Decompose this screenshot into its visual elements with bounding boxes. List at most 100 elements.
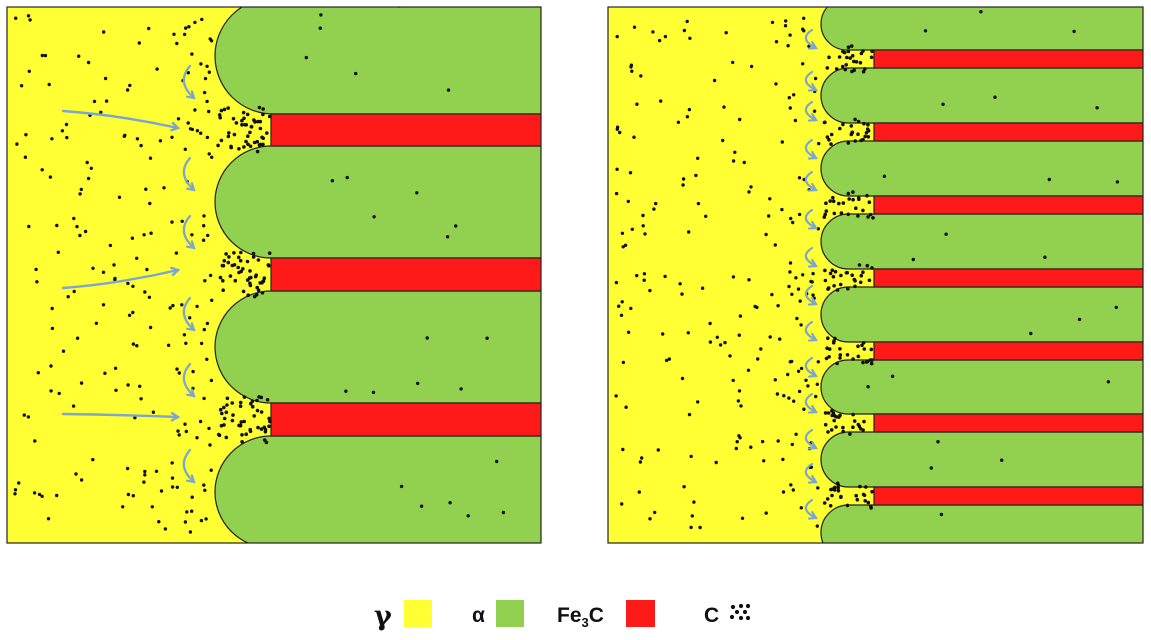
carbon-atom [255, 398, 259, 403]
carbon-atom [740, 516, 745, 520]
carbon-atom [459, 387, 463, 391]
carbon-atom [635, 273, 639, 278]
carbon-atom [664, 358, 669, 363]
carbon-atom [248, 427, 252, 432]
carbon-atom [826, 411, 831, 415]
carbon-atom [201, 238, 206, 242]
carbon-atom [416, 381, 420, 386]
carbon-atom [829, 487, 833, 492]
carbon-atom [159, 489, 164, 493]
carbon-atom [43, 53, 48, 58]
arrowhead [807, 368, 818, 378]
panel-border [607, 6, 1144, 544]
carbon-atom [371, 390, 376, 395]
carbon-atom [182, 333, 187, 337]
carbon-atom [127, 313, 132, 317]
carbon-atom [837, 201, 841, 206]
diffusion-arrow-curved [804, 356, 818, 378]
carbon-atom [226, 260, 231, 265]
diffusion-arrows [804, 28, 818, 520]
carbon-atom [154, 469, 159, 473]
carbon-atom [788, 261, 793, 265]
carbon-atom [715, 335, 719, 339]
carbon-atom [776, 304, 780, 308]
carbon-atom [126, 492, 131, 497]
carbon-atom [656, 448, 660, 452]
carbon-atom [787, 96, 791, 100]
diffusion-arrows [61, 64, 196, 484]
carbon-atom [205, 64, 209, 69]
carbon-atom [861, 492, 866, 497]
carbon-atom [190, 509, 194, 513]
carbon-atom [789, 216, 793, 221]
carbon-atom [838, 353, 843, 357]
arrowhead [807, 332, 818, 342]
carbon-atom [216, 432, 221, 437]
ferrite-plate [820, 67, 1143, 124]
carbon-atom [802, 407, 806, 411]
carbon-atom [103, 76, 108, 81]
carbon-atom [259, 395, 264, 400]
carbon-atom [128, 83, 132, 88]
carbon-atom [790, 292, 794, 296]
carbon-atom [993, 95, 997, 99]
carbon-atom [793, 118, 798, 123]
carbon-atom [199, 131, 203, 135]
carbon-atom [15, 142, 19, 146]
carbon-atom [830, 268, 835, 273]
cementite-plate [873, 413, 1143, 433]
carbon-atom [813, 76, 818, 81]
carbon-atom [854, 60, 859, 64]
carbon-atom [620, 231, 625, 235]
carbon-atom [19, 84, 24, 88]
carbon-atom [227, 131, 231, 135]
carbon-atom [13, 488, 18, 492]
carbon-atom [221, 278, 225, 283]
carbon-atom [239, 269, 243, 274]
carbon-atom [123, 133, 127, 137]
carbon-atom [501, 510, 506, 515]
carbon-atom [681, 177, 686, 181]
carbon-atom [632, 135, 636, 139]
carbon-atom [218, 115, 222, 120]
cementite-plate [270, 402, 541, 437]
carbon-atom [198, 419, 203, 424]
carbon-atom [939, 512, 944, 517]
carbon-atom [794, 432, 798, 436]
arrowhead [807, 220, 818, 230]
carbon-atom [790, 442, 794, 447]
diffusion-arrow-long [61, 109, 180, 130]
carbon-atom [853, 279, 857, 283]
carbon-atom [775, 392, 780, 396]
cementite-plate [873, 122, 1143, 142]
carbon-atom [698, 525, 702, 530]
carbon-atom [708, 340, 713, 344]
carbon-atom [681, 183, 685, 187]
arrowhead [186, 388, 196, 398]
carbon-atom [345, 175, 349, 180]
carbon-atom [216, 143, 220, 148]
arrowhead [186, 240, 196, 250]
carbon-atom [856, 422, 861, 427]
carbon-atom [257, 143, 262, 147]
carbon-atom [248, 269, 252, 273]
carbon-atom [642, 272, 647, 276]
carbon-atom [809, 279, 813, 284]
carbon-atom [251, 255, 256, 259]
arrowhead [170, 411, 181, 422]
ferrite-plate [820, 504, 1143, 543]
carbon-atom [782, 394, 786, 398]
carbon-atom [85, 160, 89, 165]
carbon-atom [851, 357, 855, 361]
carbon-atom [798, 299, 802, 303]
carbon-atom [830, 493, 834, 498]
carbon-atom [79, 187, 84, 192]
diffusion-arrow-curved [804, 428, 818, 450]
carbon-atom [854, 206, 858, 210]
carbon-atom [847, 197, 851, 201]
carbon-atom [238, 400, 243, 405]
carbon-atom [208, 443, 212, 447]
carbon-atom [101, 303, 106, 307]
carbon-atom [75, 336, 80, 340]
